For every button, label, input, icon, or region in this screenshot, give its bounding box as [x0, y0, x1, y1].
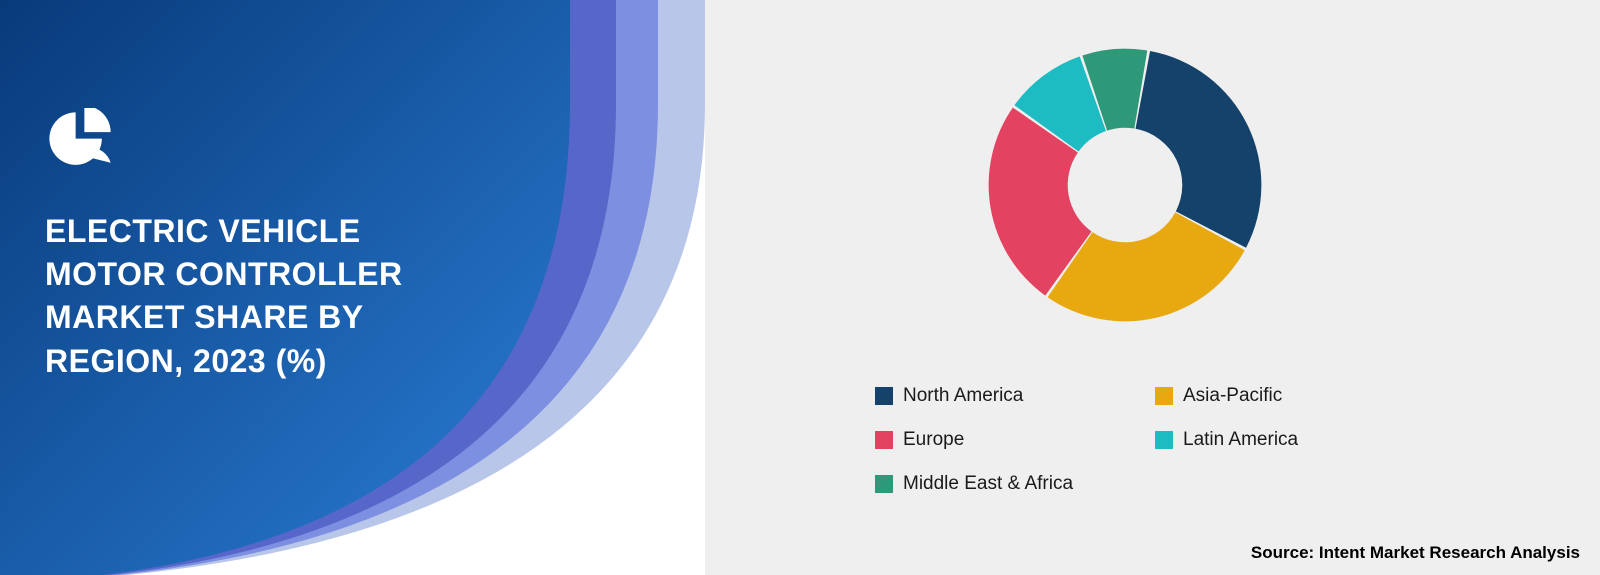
legend-swatch [1155, 387, 1173, 405]
legend-label: North America [903, 385, 1023, 407]
donut-chart [975, 35, 1275, 335]
right-panel: North America Asia-Pacific Europe Latin Ame… [705, 0, 1600, 575]
left-panel: ELECTRIC VEHICLEMOTOR CONTROLLERMARKET S… [0, 0, 705, 575]
chart-title: ELECTRIC VEHICLEMOTOR CONTROLLERMARKET S… [45, 210, 403, 383]
legend-swatch [1155, 431, 1173, 449]
source-attribution: Source: Intent Market Research Analysis [1251, 543, 1580, 563]
legend: North America Asia-Pacific Europe Latin Ame… [875, 385, 1435, 495]
legend-item: Asia-Pacific [1155, 385, 1435, 407]
legend-item: Europe [875, 429, 1155, 451]
donut-segment [1136, 51, 1262, 248]
legend-label: Latin America [1183, 429, 1298, 451]
pie-chart-icon [45, 108, 115, 178]
legend-swatch [875, 431, 893, 449]
legend-label: Asia-Pacific [1183, 385, 1282, 407]
title-line: ELECTRIC VEHICLE [45, 210, 403, 253]
legend-label: Middle East & Africa [903, 473, 1073, 495]
legend-swatch [875, 387, 893, 405]
infographic-root: ELECTRIC VEHICLEMOTOR CONTROLLERMARKET S… [0, 0, 1600, 575]
legend-item: North America [875, 385, 1155, 407]
title-line: REGION, 2023 (%) [45, 340, 403, 383]
legend-label: Europe [903, 429, 964, 451]
legend-item: Latin America [1155, 429, 1435, 451]
legend-item: Middle East & Africa [875, 473, 1155, 495]
title-line: MARKET SHARE BY [45, 296, 403, 339]
legend-swatch [875, 475, 893, 493]
title-line: MOTOR CONTROLLER [45, 253, 403, 296]
